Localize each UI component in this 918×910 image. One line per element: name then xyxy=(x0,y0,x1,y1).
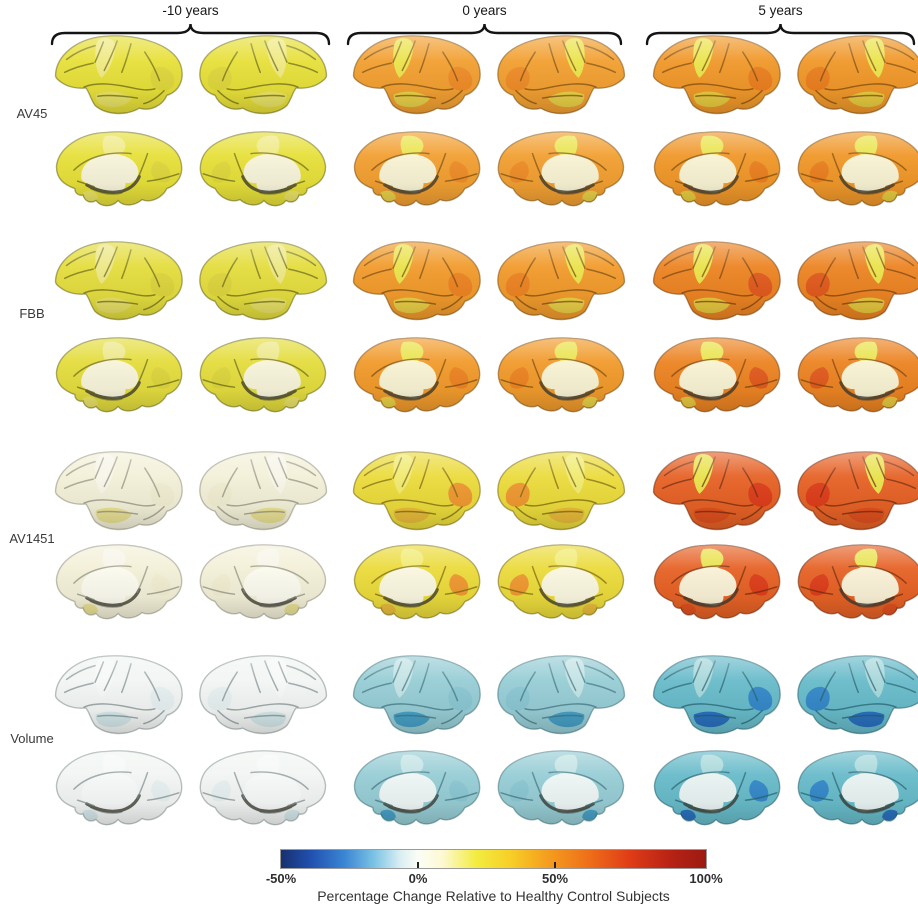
colorbar-gradient xyxy=(280,849,707,869)
brain-av1451-5years-medial-right xyxy=(796,543,918,621)
brain-fbb-0years-lateral-left xyxy=(353,241,481,320)
brain-av45-0years-lateral-left xyxy=(353,35,481,114)
brain-av1451-5years-medial-left xyxy=(652,543,782,621)
brain-av1451--10years-medial-right xyxy=(198,543,328,621)
brain-volume--10years-medial-right xyxy=(198,749,328,827)
brain-av1451-5years-lateral-left xyxy=(653,451,781,530)
brain-fbb-5years-medial-right xyxy=(796,336,918,414)
brain-volume-5years-lateral-right xyxy=(797,655,918,734)
brain-av45--10years-medial-left xyxy=(54,130,184,208)
brain-volume-0years-medial-left xyxy=(352,749,482,827)
colorbar-ticklabel-3: 100% xyxy=(689,871,723,886)
brain-av45-0years-medial-left xyxy=(352,130,482,208)
brain-volume-0years-medial-right xyxy=(496,749,626,827)
colorbar-ticklabel-1: 0% xyxy=(408,871,428,886)
brain-fbb--10years-lateral-left xyxy=(55,241,183,320)
brain-volume-5years-lateral-left xyxy=(653,655,781,734)
brain-volume--10years-lateral-left xyxy=(55,655,183,734)
colorbar-ticklabel-0: -50% xyxy=(265,871,297,886)
column-brace-icon xyxy=(346,23,623,46)
brain-fbb-5years-medial-left xyxy=(652,336,782,414)
brain-av1451-0years-medial-right xyxy=(496,543,626,621)
brain-fbb-0years-medial-right xyxy=(496,336,626,414)
brain-fbb-0years-lateral-right xyxy=(497,241,625,320)
brain-av45-0years-lateral-right xyxy=(497,35,625,114)
column-brace-icon xyxy=(50,23,331,46)
brain-av45-5years-medial-left xyxy=(652,130,782,208)
brain-fbb-5years-lateral-left xyxy=(653,241,781,320)
column-header-2: 5 years xyxy=(758,3,803,18)
brain-volume-0years-lateral-left xyxy=(353,655,481,734)
brain-volume-5years-medial-left xyxy=(652,749,782,827)
brain-av1451-5years-lateral-right xyxy=(797,451,918,530)
row-label-fbb: FBB xyxy=(19,306,45,321)
brain-fbb-5years-lateral-right xyxy=(797,241,918,320)
colorbar-caption: Percentage Change Relative to Healthy Co… xyxy=(317,888,670,904)
brain-fbb--10years-medial-right xyxy=(198,336,328,414)
brain-fbb--10years-medial-left xyxy=(54,336,184,414)
brain-av1451-0years-lateral-left xyxy=(353,451,481,530)
brain-av45--10years-lateral-right xyxy=(199,35,327,114)
brain-volume--10years-lateral-right xyxy=(199,655,327,734)
colorbar-ticklabel-2: 50% xyxy=(541,871,569,886)
brain-fbb-0years-medial-left xyxy=(352,336,482,414)
brain-av45--10years-medial-right xyxy=(198,130,328,208)
brain-volume-0years-lateral-right xyxy=(497,655,625,734)
colorbar-tickmark-2 xyxy=(554,862,556,868)
brain-av1451-0years-medial-left xyxy=(352,543,482,621)
column-brace-icon xyxy=(645,23,916,46)
row-label-av45: AV45 xyxy=(16,106,48,121)
brain-volume--10years-medial-left xyxy=(54,749,184,827)
brain-av1451--10years-lateral-right xyxy=(199,451,327,530)
brain-av45-5years-medial-right xyxy=(796,130,918,208)
brain-av1451--10years-medial-left xyxy=(54,543,184,621)
brain-av1451--10years-lateral-left xyxy=(55,451,183,530)
column-header-1: 0 years xyxy=(462,3,507,18)
brain-av45-5years-lateral-right xyxy=(797,35,918,114)
brain-volume-5years-medial-right xyxy=(796,749,918,827)
row-label-av1451: AV1451 xyxy=(9,531,55,546)
colorbar-tickmark-1 xyxy=(417,862,419,868)
brain-fbb--10years-lateral-right xyxy=(199,241,327,320)
column-header-0: -10 years xyxy=(162,3,219,18)
brain-av45--10years-lateral-left xyxy=(55,35,183,114)
brain-av1451-0years-lateral-right xyxy=(497,451,625,530)
row-label-volume: Volume xyxy=(10,731,54,746)
brain-av45-0years-medial-right xyxy=(496,130,626,208)
brain-av45-5years-lateral-left xyxy=(653,35,781,114)
